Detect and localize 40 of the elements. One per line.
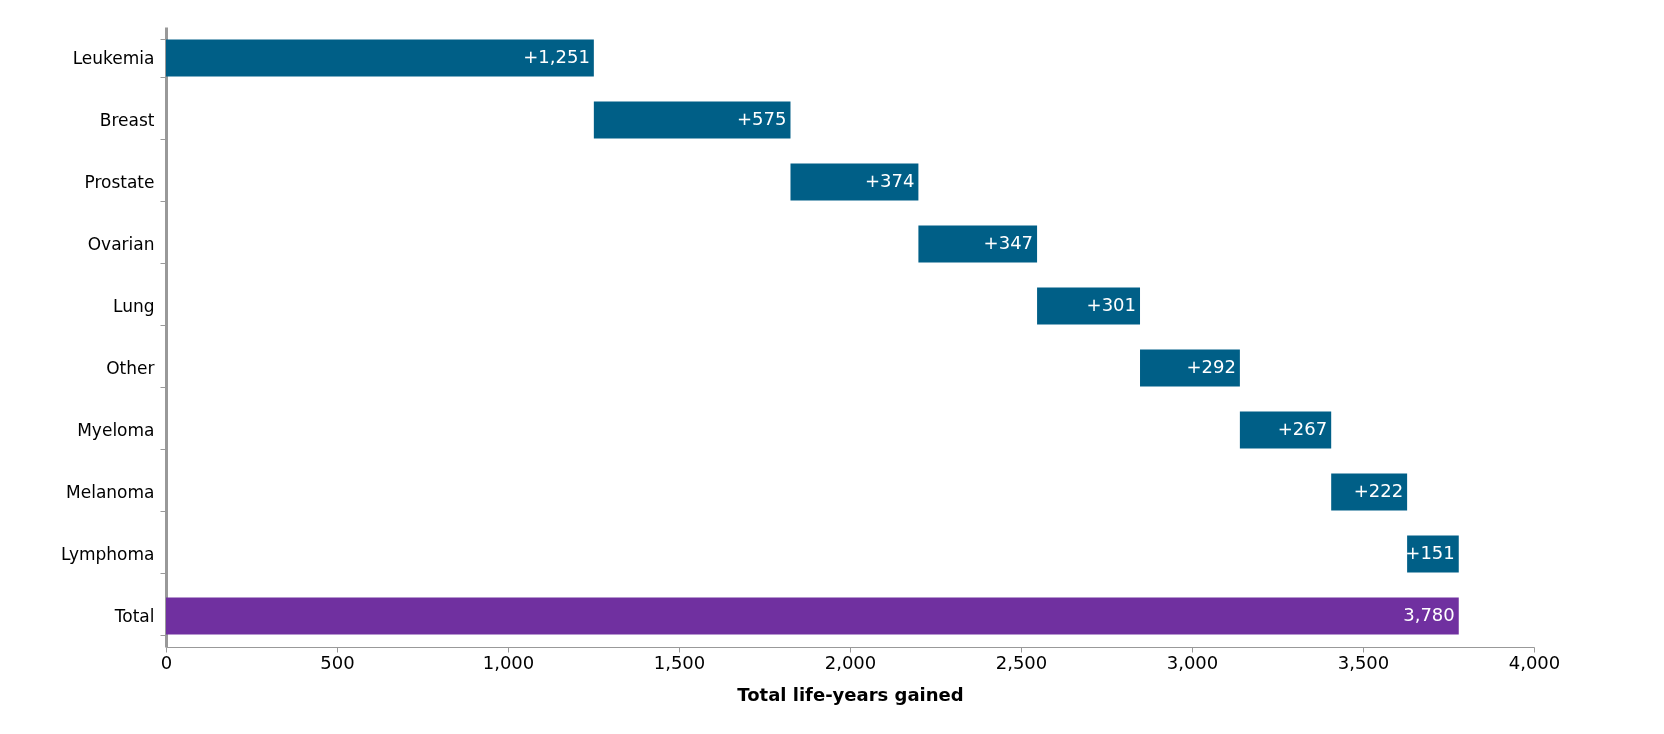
bar xyxy=(1037,287,1141,325)
data-label: +292 xyxy=(1186,356,1236,377)
bar xyxy=(1239,411,1332,449)
bar xyxy=(1407,535,1459,573)
bar xyxy=(593,101,791,139)
data-label: +267 xyxy=(1277,418,1328,439)
x-tick-label: 0 xyxy=(160,651,173,673)
y-tick-label: Lung xyxy=(112,295,155,316)
y-tick-label: Other xyxy=(106,357,155,378)
x-tick-label: 1,500 xyxy=(653,651,706,673)
x-tick-label: 2,500 xyxy=(995,651,1048,673)
x-axis-title: Total life-years gained xyxy=(737,683,964,705)
data-label: +222 xyxy=(1353,480,1404,501)
y-tick-label: Breast xyxy=(99,109,155,130)
x-tick-label: 3,500 xyxy=(1337,651,1390,673)
bar xyxy=(1140,349,1240,387)
data-label: +374 xyxy=(864,170,915,191)
bar xyxy=(790,163,919,201)
bar xyxy=(1331,473,1408,511)
data-label: +151 xyxy=(1405,542,1455,563)
x-tick-label: 1,000 xyxy=(482,651,535,673)
data-label: +347 xyxy=(983,232,1034,253)
bar xyxy=(166,597,1459,635)
y-tick-label: Leukemia xyxy=(72,47,155,68)
y-tick-label: Ovarian xyxy=(87,233,155,254)
y-tick-label: Prostate xyxy=(84,171,155,192)
x-tick-label: 4,000 xyxy=(1508,651,1561,673)
y-tick-label: Melanoma xyxy=(66,481,155,502)
data-label: 3,780 xyxy=(1403,604,1455,625)
y-tick-label: Total xyxy=(113,605,155,626)
y-tick-label: Lymphoma xyxy=(61,543,155,564)
x-tick-label: 2,000 xyxy=(824,651,877,673)
data-label: +301 xyxy=(1086,294,1137,315)
x-tick-label: 500 xyxy=(320,651,355,673)
bar xyxy=(918,225,1038,263)
data-label: +1,251 xyxy=(523,46,590,67)
data-label: +575 xyxy=(737,108,787,129)
x-tick-label: 3,000 xyxy=(1166,651,1219,673)
y-tick-label: Myeloma xyxy=(77,419,155,440)
bar xyxy=(166,39,594,77)
